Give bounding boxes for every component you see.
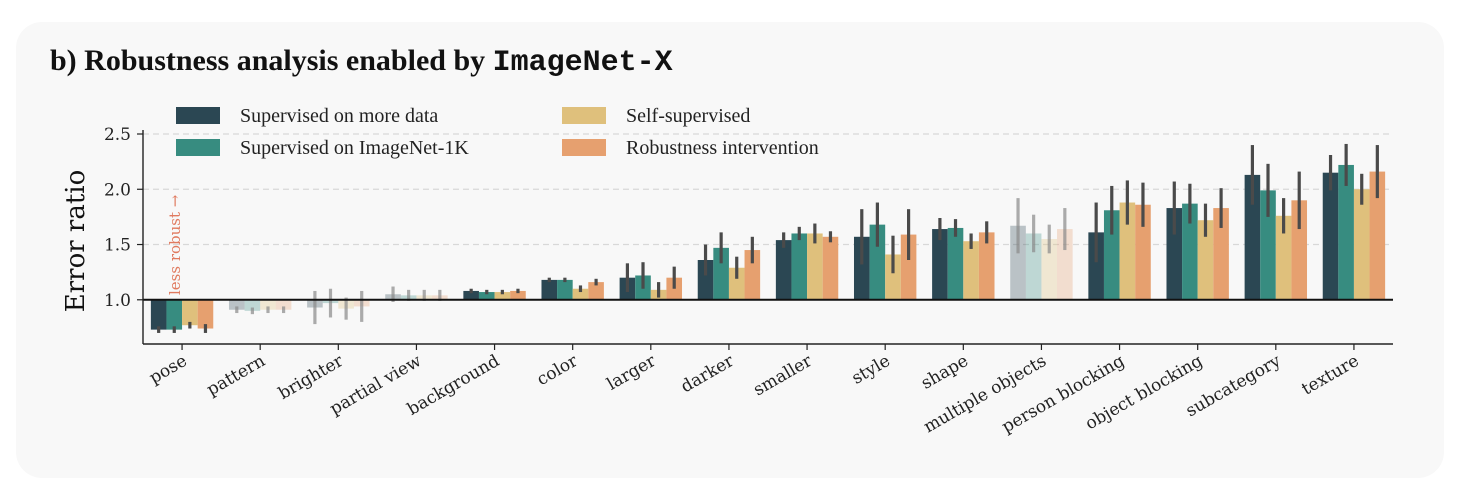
bar [900, 234, 917, 300]
bar [260, 299, 276, 310]
legend-label: Self-supervised [626, 105, 750, 127]
x-tick-label: pose [146, 351, 191, 388]
bar [463, 290, 479, 300]
less-robust-annotation: less robust → [166, 194, 184, 295]
bar [1010, 225, 1026, 300]
bar [885, 254, 901, 300]
bar [166, 299, 183, 330]
bar [494, 292, 511, 300]
bar [572, 288, 589, 300]
bar [713, 247, 729, 300]
bar [932, 229, 948, 300]
legend-label: Robustness intervention [626, 137, 819, 159]
y-tick-label: 1.0 [104, 291, 131, 311]
bar [947, 227, 964, 300]
x-tick-label: pattern [203, 351, 268, 400]
bar [1057, 229, 1073, 300]
bar [1088, 232, 1104, 300]
bar [791, 233, 808, 300]
bar [1291, 200, 1308, 300]
bar [1353, 189, 1370, 300]
bar [1322, 172, 1339, 300]
bar [963, 241, 979, 300]
x-tick-label: shape [918, 351, 972, 394]
bar [244, 299, 261, 311]
y-tick-label: 1.5 [104, 236, 131, 256]
bar [978, 232, 995, 300]
bar [807, 233, 823, 300]
x-tick-label: larger [604, 351, 660, 395]
y-axis-label: Error ratio [61, 170, 91, 313]
bar [1244, 174, 1261, 300]
bar [557, 279, 573, 300]
legend-swatch [176, 139, 220, 156]
x-tick-label: color [533, 351, 581, 391]
bar [510, 290, 526, 300]
bar [1119, 202, 1136, 300]
x-tick-label: style [848, 351, 893, 389]
bar [869, 224, 886, 300]
bar [1338, 164, 1354, 300]
legend-swatch [562, 139, 606, 156]
bar [1103, 210, 1120, 300]
bar [775, 240, 792, 300]
bar [1275, 215, 1292, 300]
bar [1197, 220, 1214, 300]
x-tick-label: smaller [750, 351, 816, 401]
bar [182, 299, 198, 326]
legend-swatch [562, 107, 606, 124]
figure-title-dataset: ImageNet-X [492, 46, 673, 80]
y-tick-label: 2.5 [104, 125, 131, 145]
x-tick-label: darker [678, 351, 739, 398]
bar [728, 267, 745, 300]
bar [275, 299, 292, 310]
bar [1260, 190, 1276, 300]
bar [697, 260, 714, 300]
legend-swatch [176, 107, 220, 124]
y-tick-label: 2.0 [104, 180, 131, 200]
bar [1182, 203, 1198, 300]
bar [150, 299, 167, 330]
bar [1213, 208, 1229, 300]
bar [744, 250, 761, 300]
bar [1166, 208, 1183, 300]
bar [1135, 204, 1151, 300]
legend-label: Supervised on more data [240, 105, 438, 127]
x-tick-label: texture [1298, 351, 1362, 400]
figure-title-text: b) Robustness analysis enabled by [50, 44, 486, 77]
bar [228, 299, 245, 310]
bar [1369, 171, 1386, 300]
bar [1041, 239, 1058, 300]
bar [822, 236, 839, 300]
bar [588, 282, 604, 300]
bar [541, 279, 558, 300]
bar [478, 292, 495, 300]
figure-title: b) Robustness analysis enabled by ImageN… [50, 44, 673, 80]
bar [853, 236, 870, 300]
bar [1025, 233, 1042, 300]
bar [197, 299, 214, 329]
legend-label: Supervised on ImageNet-1K [240, 137, 469, 159]
